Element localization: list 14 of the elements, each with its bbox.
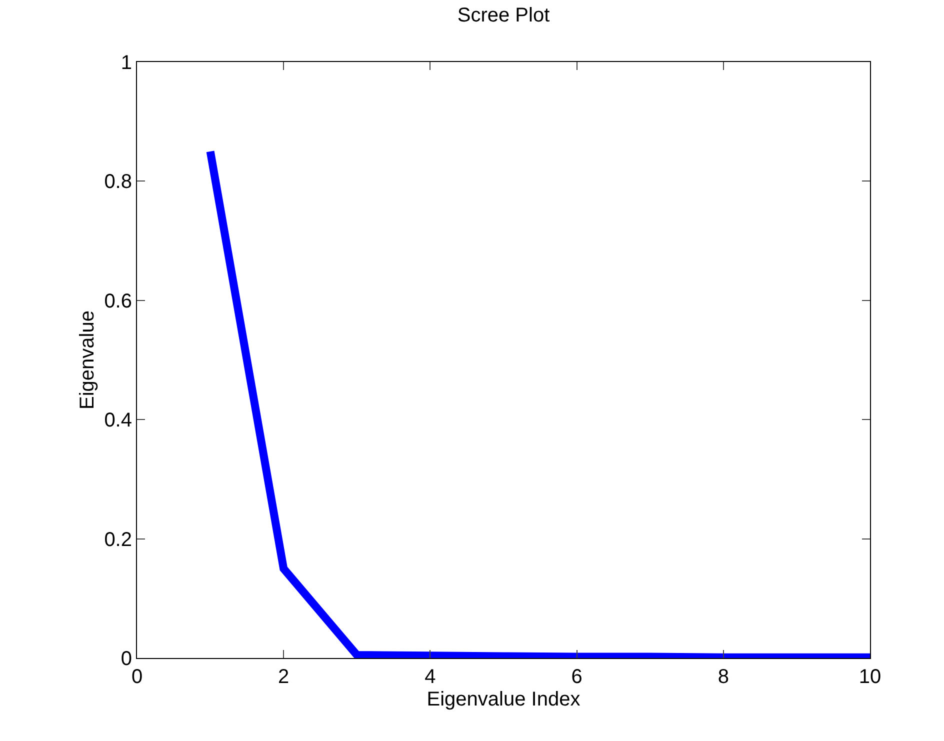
- x-tick-label: 4: [424, 666, 436, 688]
- chart-title: Scree Plot: [457, 4, 550, 26]
- y-tick-label: 1: [120, 52, 132, 74]
- x-tick-label: 2: [278, 666, 290, 688]
- y-tick-label: 0.6: [104, 290, 132, 312]
- x-axis-title: Eigenvalue Index: [426, 688, 580, 710]
- y-tick-label: 0.2: [104, 528, 132, 551]
- x-tick-label: 10: [858, 666, 882, 688]
- y-tick-label: 0: [120, 648, 132, 670]
- y-tick-label: 0.8: [104, 171, 132, 194]
- y-axis-title: Eigenvalue: [76, 310, 99, 410]
- x-tick-label: 6: [571, 666, 582, 688]
- y-tick-label: 0.4: [104, 410, 132, 432]
- x-tick-label: 8: [718, 666, 729, 688]
